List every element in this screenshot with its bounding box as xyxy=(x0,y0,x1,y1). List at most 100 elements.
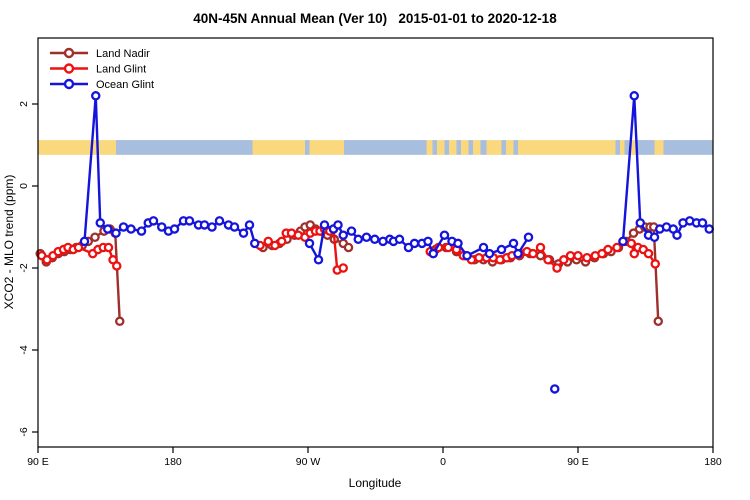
axes-layer: 90 E 180 90 W 0 90 E 180 2 0 -2 -4 -6 xyxy=(18,101,722,468)
data-point-marker xyxy=(462,250,472,261)
data-point-marker xyxy=(238,228,249,238)
map-strip-land-segment xyxy=(449,140,457,155)
chart-title: 40N-45N Annual Mean (Ver 10) 2015-01-01 … xyxy=(193,11,557,26)
data-point-marker xyxy=(333,220,343,230)
data-point-marker xyxy=(453,238,463,249)
data-series-layer xyxy=(35,91,715,394)
data-point-marker xyxy=(229,222,240,232)
data-point-marker xyxy=(276,236,287,247)
data-point-marker xyxy=(478,242,489,253)
map-strip-land-segment xyxy=(461,140,469,155)
data-point-marker xyxy=(704,224,715,234)
map-strip-ocean-segment xyxy=(468,140,473,155)
data-point-marker xyxy=(635,218,646,228)
data-point-marker xyxy=(409,238,420,249)
data-point-marker xyxy=(439,230,450,240)
data-point-marker xyxy=(95,218,106,228)
legend-label: Land Nadir xyxy=(96,48,150,60)
data-point-marker xyxy=(369,234,380,245)
legend-marker xyxy=(63,47,75,59)
data-point-marker xyxy=(90,232,100,242)
data-point-marker xyxy=(112,261,122,271)
data-point-marker xyxy=(343,242,354,253)
data-point-marker xyxy=(361,232,372,242)
data-point-marker xyxy=(207,222,217,232)
legend: Land Nadir Land Glint Ocean Glint xyxy=(50,47,154,91)
data-point-marker xyxy=(559,255,569,265)
data-point-marker xyxy=(513,248,523,259)
series-land-nadir xyxy=(35,220,664,327)
data-point-marker xyxy=(528,248,538,259)
legend-marker xyxy=(63,63,75,74)
y-tick-label: -6 xyxy=(18,427,30,436)
x-tick-label: 180 xyxy=(164,456,182,468)
data-point-marker xyxy=(353,234,363,245)
data-point-marker xyxy=(319,220,330,230)
data-point-marker xyxy=(649,232,660,242)
data-point-marker xyxy=(650,259,661,269)
data-point-marker xyxy=(597,248,607,259)
map-strip-land-segment xyxy=(486,140,502,155)
data-point-marker xyxy=(79,236,90,247)
data-point-marker xyxy=(270,240,280,251)
x-tick-label: 0 xyxy=(440,456,446,468)
data-point-marker xyxy=(672,230,682,240)
data-point-marker xyxy=(573,250,583,261)
data-point-marker xyxy=(103,224,113,234)
data-point-marker xyxy=(126,224,136,234)
data-point-marker xyxy=(244,220,255,230)
data-point-marker xyxy=(523,232,534,242)
data-point-marker xyxy=(612,242,622,253)
data-point-marker xyxy=(169,224,180,234)
map-strip-land-segment xyxy=(426,140,433,155)
map-strip-land-segment xyxy=(518,140,616,155)
data-point-marker xyxy=(111,228,121,238)
data-point-marker xyxy=(626,238,637,249)
data-point-marker xyxy=(394,234,405,245)
map-strip-ocean-segment xyxy=(615,140,620,155)
map-strip-land-segment xyxy=(437,140,445,155)
data-point-marker xyxy=(313,255,324,265)
data-point-marker xyxy=(91,91,101,101)
data-point-marker xyxy=(118,222,129,232)
data-point-marker xyxy=(403,242,414,253)
map-strip-land-segment xyxy=(38,140,116,155)
data-point-marker xyxy=(653,316,664,327)
map-strip-ocean-segment xyxy=(480,140,487,155)
data-point-marker xyxy=(428,248,438,259)
data-point-marker xyxy=(565,250,576,261)
data-point-marker xyxy=(346,226,357,236)
data-point-marker xyxy=(552,263,562,273)
data-point-marker xyxy=(535,242,546,253)
data-point-marker xyxy=(550,384,560,394)
data-point-marker xyxy=(484,248,495,259)
data-point-marker xyxy=(582,252,592,263)
data-point-marker xyxy=(199,220,210,230)
data-point-marker xyxy=(115,316,125,327)
legend-item-land-nadir: Land Nadir xyxy=(50,47,150,60)
map-strip-ocean-segment xyxy=(444,140,449,155)
map-strip-ocean-segment xyxy=(116,140,253,155)
map-strip-land-segment xyxy=(654,140,664,155)
data-point-marker xyxy=(304,238,315,249)
map-strip-ocean-segment xyxy=(513,140,518,155)
map-strip-ocean-segment xyxy=(344,140,427,155)
y-tick-label: -4 xyxy=(18,345,30,354)
y-axis-title: XCO2 - MLO trend (ppm) xyxy=(2,175,16,310)
series-ocean-glint xyxy=(79,91,715,394)
data-point-marker xyxy=(156,222,167,232)
world-map-strip xyxy=(38,140,713,155)
x-tick-label: 90 W xyxy=(296,456,321,468)
legend-label: Ocean Glint xyxy=(96,79,154,91)
data-point-marker xyxy=(214,216,225,226)
data-point-marker xyxy=(628,228,639,238)
x-axis-title: Longitude xyxy=(349,476,402,490)
data-point-marker xyxy=(423,236,433,247)
y-tick-label: -2 xyxy=(18,263,30,272)
x-tick-label: 180 xyxy=(704,456,722,468)
data-point-marker xyxy=(629,91,640,101)
map-strip-land-segment xyxy=(473,140,481,155)
data-point-marker xyxy=(73,242,84,253)
